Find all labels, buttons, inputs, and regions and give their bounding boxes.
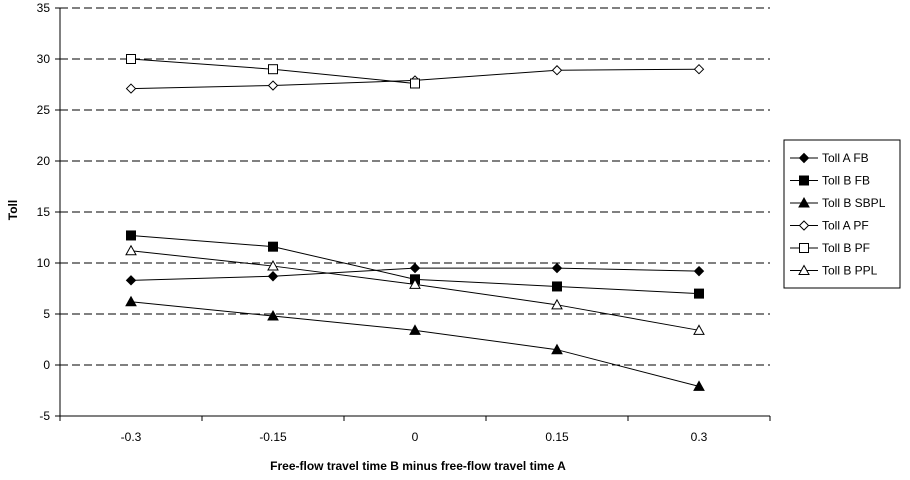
data-point bbox=[125, 83, 137, 94]
data-point bbox=[126, 54, 136, 64]
x-tick-label: -0.15 bbox=[259, 430, 287, 444]
data-point bbox=[125, 295, 137, 307]
data-point bbox=[694, 288, 704, 299]
x-tick-label: 0.15 bbox=[545, 430, 569, 444]
series-group bbox=[125, 54, 705, 391]
legend-label: Toll A FB bbox=[822, 151, 869, 165]
data-point bbox=[267, 80, 279, 91]
data-point bbox=[268, 64, 278, 75]
x-axis-title: Free-flow travel time B minus free-flow … bbox=[270, 459, 566, 473]
data-point bbox=[267, 260, 279, 271]
legend-item: Toll A FB bbox=[790, 151, 869, 165]
legend-marker bbox=[798, 196, 810, 208]
x-ticks: -0.3 -0.15 0 0.15 0.3 bbox=[59, 416, 771, 444]
y-ticks: 35 30 25 20 15 10 5 0 -5 bbox=[37, 1, 60, 423]
y-tick-label: 0 bbox=[43, 358, 50, 372]
legend-label: Toll B PF bbox=[822, 241, 870, 255]
data-point bbox=[267, 271, 279, 282]
y-axis-title: Toll bbox=[6, 200, 20, 220]
series-toll-b-sbpl bbox=[125, 295, 705, 391]
data-point bbox=[693, 324, 705, 335]
data-point bbox=[552, 281, 562, 292]
legend-item: Toll B PF bbox=[790, 241, 870, 255]
y-tick-label: 5 bbox=[43, 307, 50, 321]
legend-marker bbox=[799, 175, 809, 186]
y-tick-label: 25 bbox=[37, 103, 51, 117]
legend-label: Toll A PF bbox=[822, 219, 869, 233]
y-tick-label: 30 bbox=[37, 52, 51, 66]
data-point bbox=[410, 78, 420, 89]
data-point bbox=[409, 278, 421, 289]
data-point bbox=[693, 63, 705, 75]
series-toll-b-pf bbox=[126, 54, 420, 89]
data-point bbox=[551, 65, 563, 76]
data-point bbox=[268, 241, 278, 252]
legend-marker bbox=[799, 243, 809, 253]
legend-item: Toll B FB bbox=[790, 174, 870, 188]
data-point bbox=[551, 298, 563, 310]
data-point bbox=[693, 380, 705, 391]
gridlines bbox=[60, 7, 770, 366]
y-tick-label: 35 bbox=[37, 1, 51, 15]
data-point bbox=[409, 262, 421, 274]
x-tick-label: 0.3 bbox=[691, 430, 708, 444]
data-point bbox=[693, 265, 705, 277]
x-tick-label: 0 bbox=[412, 430, 419, 444]
data-point bbox=[126, 230, 136, 241]
legend-item: Toll A PF bbox=[790, 219, 869, 233]
data-point bbox=[125, 275, 137, 286]
x-tick-label: -0.3 bbox=[121, 430, 142, 444]
legend-item: Toll B PPL bbox=[790, 264, 878, 278]
legend-marker bbox=[798, 220, 810, 231]
legend-items: Toll A FB Toll B FB Toll B SBPL Toll A PF To… bbox=[790, 151, 886, 278]
legend-item: Toll B SBPL bbox=[790, 196, 886, 210]
y-tick-label: -5 bbox=[39, 409, 50, 423]
y-tick-label: 10 bbox=[37, 256, 51, 270]
series-toll-b-ppl bbox=[125, 244, 705, 335]
series-toll-a-fb bbox=[125, 262, 705, 286]
data-point bbox=[409, 324, 421, 335]
legend: Toll A FB Toll B FB Toll B SBPL Toll A PF To… bbox=[783, 139, 901, 289]
legend-marker bbox=[798, 152, 810, 164]
legend-label: Toll B PPL bbox=[822, 264, 878, 278]
data-point bbox=[551, 343, 563, 355]
legend-box bbox=[783, 139, 901, 289]
data-point bbox=[125, 244, 137, 256]
legend-marker bbox=[798, 264, 810, 275]
legend-label: Toll B SBPL bbox=[822, 196, 886, 210]
data-point bbox=[267, 310, 279, 321]
legend-label: Toll B FB bbox=[822, 174, 870, 188]
y-tick-label: 15 bbox=[37, 205, 51, 219]
y-tick-label: 20 bbox=[37, 154, 51, 168]
data-point bbox=[551, 262, 563, 274]
